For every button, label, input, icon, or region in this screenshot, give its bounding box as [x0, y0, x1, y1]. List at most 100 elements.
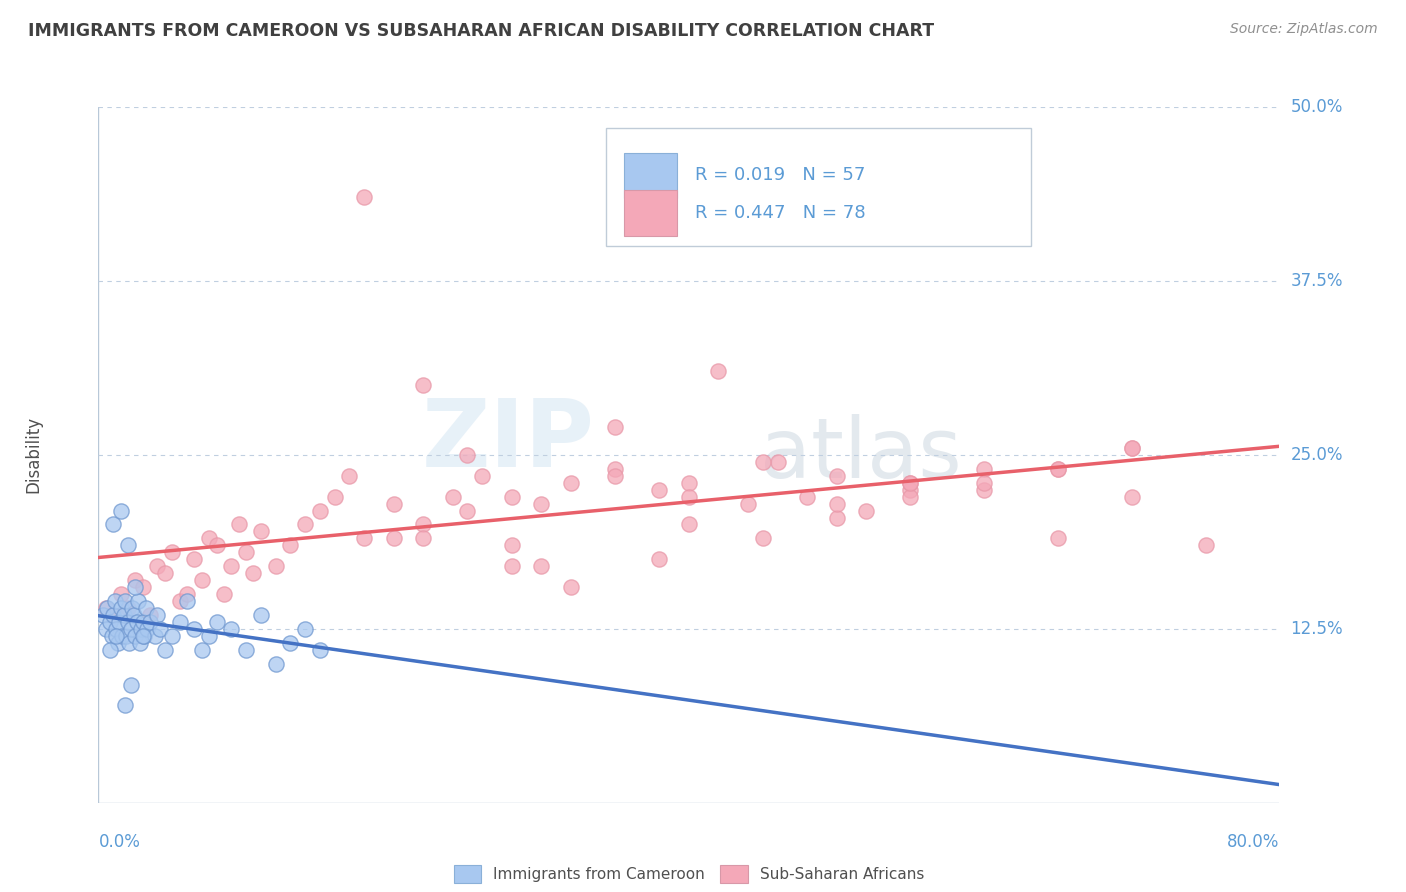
Point: [605, 420, 627, 434]
Text: Disability: Disability: [24, 417, 42, 493]
Point: [162, 629, 183, 643]
Point: [250, 524, 273, 539]
Point: [707, 364, 730, 378]
Point: [118, 636, 141, 650]
Point: [124, 580, 146, 594]
Point: [900, 483, 922, 497]
Point: [117, 601, 139, 615]
Point: [120, 622, 142, 636]
Point: [1121, 490, 1143, 504]
Point: [98, 642, 121, 657]
Point: [825, 510, 848, 524]
Point: [412, 378, 434, 392]
Point: [278, 538, 302, 552]
Point: [973, 475, 995, 490]
Point: [323, 490, 346, 504]
Point: [127, 594, 149, 608]
Point: [900, 475, 922, 490]
Text: Source: ZipAtlas.com: Source: ZipAtlas.com: [1230, 22, 1378, 37]
FancyBboxPatch shape: [606, 128, 1032, 246]
Point: [560, 580, 582, 594]
Point: [115, 629, 138, 643]
Point: [1121, 441, 1143, 455]
Point: [125, 615, 148, 629]
Legend: Immigrants from Cameroon, Sub-Saharan Africans: Immigrants from Cameroon, Sub-Saharan Af…: [447, 859, 931, 889]
Point: [124, 629, 146, 643]
Point: [648, 483, 671, 497]
Point: [104, 594, 127, 608]
Point: [128, 636, 150, 650]
Point: [1046, 462, 1069, 476]
Point: [91, 607, 114, 622]
Point: [456, 503, 478, 517]
Point: [153, 642, 176, 657]
Point: [678, 475, 700, 490]
Point: [309, 503, 332, 517]
Point: [441, 490, 464, 504]
Point: [139, 615, 162, 629]
Point: [337, 468, 360, 483]
Point: [169, 615, 191, 629]
Point: [855, 503, 877, 517]
Point: [162, 545, 183, 559]
Point: [191, 642, 214, 657]
Point: [191, 573, 214, 587]
Point: [228, 517, 250, 532]
Text: IMMIGRANTS FROM CAMEROON VS SUBSAHARAN AFRICAN DISABILITY CORRELATION CHART: IMMIGRANTS FROM CAMEROON VS SUBSAHARAN A…: [28, 22, 934, 40]
Point: [530, 559, 553, 574]
Point: [110, 503, 132, 517]
Point: [678, 490, 700, 504]
Point: [132, 629, 155, 643]
Point: [120, 677, 142, 691]
Point: [94, 601, 117, 615]
Point: [205, 615, 228, 629]
Point: [114, 594, 136, 608]
FancyBboxPatch shape: [624, 153, 678, 198]
Point: [471, 468, 494, 483]
Point: [205, 538, 228, 552]
Point: [108, 615, 131, 629]
Point: [412, 532, 434, 546]
Point: [678, 517, 700, 532]
Point: [605, 468, 627, 483]
Point: [1195, 538, 1218, 552]
Text: 37.5%: 37.5%: [1291, 272, 1343, 290]
Point: [136, 622, 159, 636]
Point: [169, 594, 191, 608]
Point: [412, 517, 434, 532]
Point: [122, 607, 145, 622]
Point: [132, 615, 155, 629]
Point: [117, 538, 139, 552]
Point: [117, 615, 139, 629]
Point: [973, 462, 995, 476]
Point: [139, 607, 162, 622]
Text: 0.0%: 0.0%: [98, 833, 141, 851]
Point: [134, 629, 156, 643]
Point: [353, 190, 375, 204]
Point: [751, 532, 773, 546]
Point: [973, 483, 995, 497]
Point: [94, 622, 117, 636]
Point: [107, 636, 129, 650]
Point: [560, 475, 582, 490]
Point: [766, 455, 789, 469]
Text: 25.0%: 25.0%: [1291, 446, 1343, 464]
Point: [501, 538, 523, 552]
Point: [176, 587, 198, 601]
Point: [235, 642, 257, 657]
Point: [110, 601, 132, 615]
Point: [264, 559, 287, 574]
Point: [900, 490, 922, 504]
Point: [146, 559, 169, 574]
Point: [146, 607, 169, 622]
Point: [1121, 441, 1143, 455]
Point: [198, 629, 221, 643]
Text: R = 0.019   N = 57: R = 0.019 N = 57: [695, 166, 865, 185]
FancyBboxPatch shape: [624, 191, 678, 235]
Point: [530, 497, 553, 511]
Point: [825, 468, 848, 483]
Point: [1046, 462, 1069, 476]
Point: [382, 497, 405, 511]
Point: [900, 475, 922, 490]
Point: [501, 559, 523, 574]
